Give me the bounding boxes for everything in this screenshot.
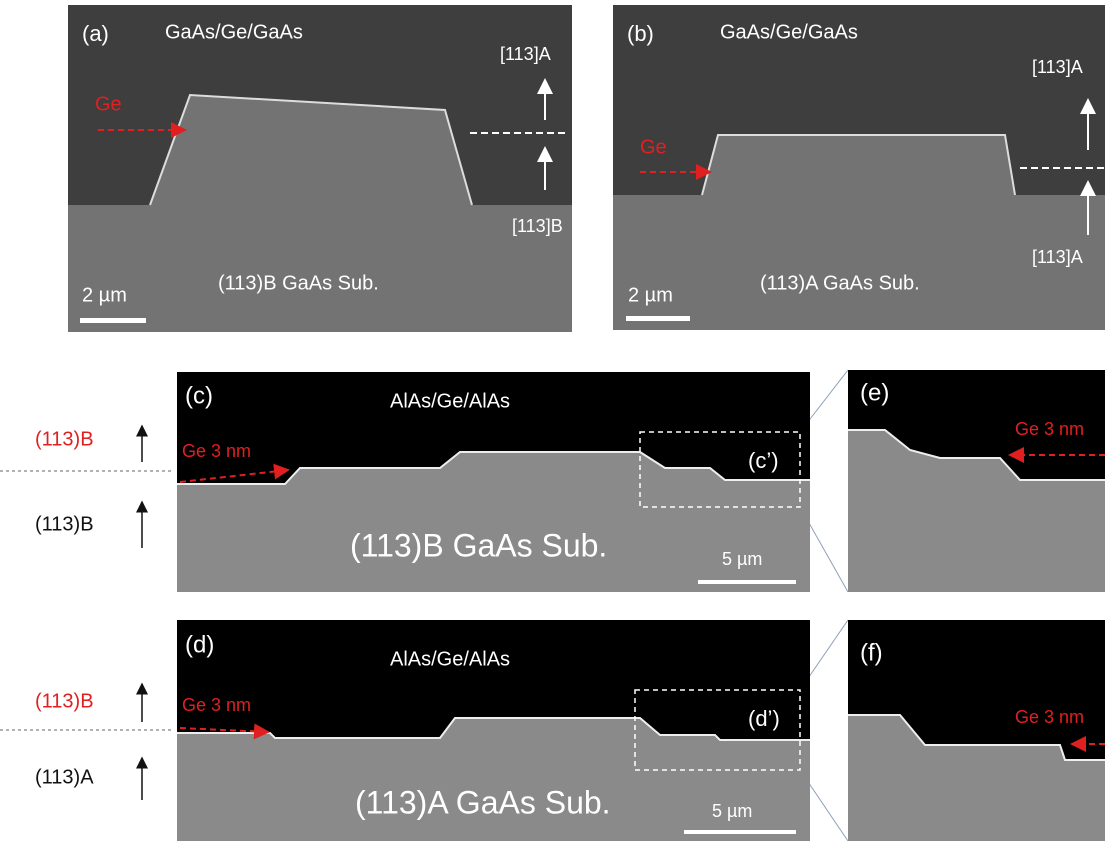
ge-label: Ge 3 nm [1015,707,1084,727]
direction-label: (113)B [35,690,94,712]
direction-label: (113)A [35,766,94,788]
direction-label: [113]B [512,216,563,236]
scale-bar [80,318,146,323]
panel-e: (e) Ge 3 nm [848,370,1105,592]
panel-label: (f) [860,639,883,666]
panel-label: (c) [185,382,213,409]
panel-label: (a) [82,21,109,46]
scale-bar [626,316,690,321]
panel-c: (c) AlAs/Ge/AlAs Ge 3 nm (c’) (113)B GaA… [177,372,810,592]
substrate-label: (113)A GaAs Sub. [760,272,920,294]
ge-label: Ge 3 nm [182,441,251,461]
ge-label: Ge [640,136,667,158]
panel-label: (e) [860,379,889,406]
page: {"panels": [ {"label": "(a)", "layer": "… [0,0,1105,841]
figure: (a) GaAs/Ge/GaAs Ge [113]A [113]B 2 µm (… [0,0,1105,841]
scale-bar [698,580,796,584]
layer-label: AlAs/Ge/AlAs [390,648,510,670]
side-labels: (113)B (113)B (113)B (113)A [0,426,172,800]
scale-bar [684,830,796,834]
direction-label: [113]A [1032,57,1083,77]
layer-label: GaAs/Ge/GaAs [165,21,303,43]
direction-label: (113)B [35,513,94,535]
direction-label: [113]A [500,44,551,64]
scale-label: 5 µm [722,549,762,569]
inset-label: (c’) [748,448,779,473]
substrate-label: (113)A GaAs Sub. [355,784,611,820]
ge-label: Ge 3 nm [182,695,251,715]
layer-label: AlAs/Ge/AlAs [390,390,510,412]
panel-f: (f) Ge 3 nm [848,620,1105,841]
ge-label: Ge [95,93,122,115]
panel-label: (d) [185,631,214,658]
inset-label: (d’) [748,706,780,731]
ge-label: Ge 3 nm [1015,419,1084,439]
scale-label: 2 µm [82,284,127,306]
direction-label: (113)B [35,428,94,450]
panel-a: (a) GaAs/Ge/GaAs Ge [113]A [113]B 2 µm (… [68,5,572,332]
direction-label: [113]A [1032,247,1083,267]
substrate-label: (113)B GaAs Sub. [350,527,607,563]
panel-b: (b) GaAs/Ge/GaAs Ge [113]A [113]A 2 µm (… [613,5,1105,330]
panel-label: (b) [627,21,654,46]
scale-label: 2 µm [628,284,673,306]
scale-label: 5 µm [712,801,752,821]
substrate-label: (113)B GaAs Sub. [218,272,379,294]
panel-d: (d) AlAs/Ge/AlAs Ge 3 nm (d’) (113)A GaA… [177,620,810,841]
layer-label: GaAs/Ge/GaAs [720,21,858,43]
